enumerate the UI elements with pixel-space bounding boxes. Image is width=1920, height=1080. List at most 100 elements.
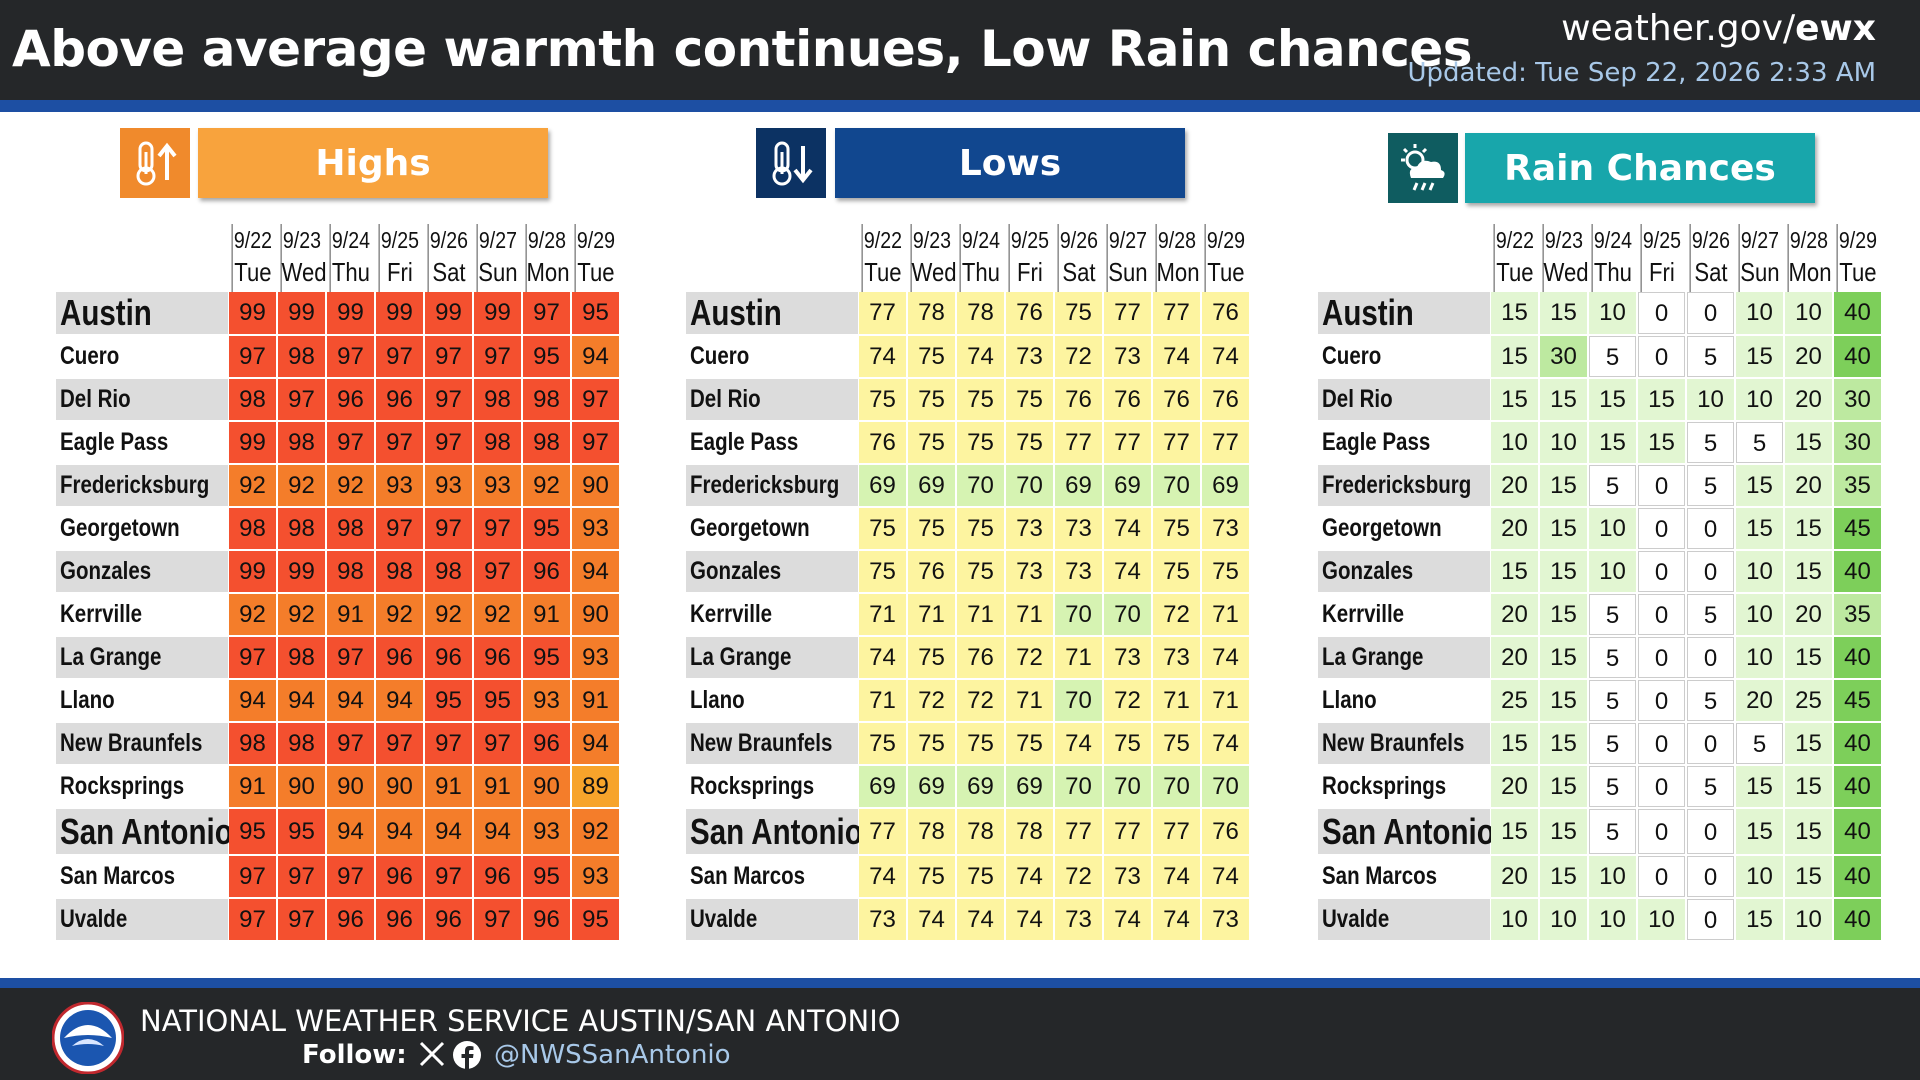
rain-value-cell: 30 (1540, 336, 1587, 377)
lows-value-cell: 74 (1104, 551, 1151, 592)
city-name-text: Georgetown (60, 514, 180, 542)
rain-value-cell: 15 (1540, 594, 1587, 635)
lows-value-cell: 74 (1153, 899, 1200, 940)
highs-value-cell: 98 (278, 336, 325, 377)
rain-value-cell: 0 (1638, 551, 1685, 592)
social-handle[interactable]: @NWSSanAntonio (494, 1040, 731, 1070)
facebook-icon[interactable] (452, 1040, 482, 1070)
lows-value-cell: 78 (908, 292, 955, 334)
highs-value-cell: 89 (572, 766, 619, 807)
highs-value-cell: 98 (425, 551, 472, 592)
site-url[interactable]: weather.gov/ewx (1561, 8, 1876, 49)
lows-value-cell: 70 (1055, 680, 1102, 721)
site-url-prefix: weather.gov/ (1561, 8, 1796, 49)
city-name-text: Del Rio (60, 385, 131, 413)
highs-value-cell: 94 (278, 680, 325, 721)
lows-value-cell: 75 (859, 379, 906, 420)
lows-value-cell: 75 (908, 723, 955, 764)
highs-value-cell: 99 (229, 551, 276, 592)
highs-value-cell: 98 (474, 379, 521, 420)
highs-value-cell: 94 (327, 809, 374, 854)
rain-value-cell: 20 (1491, 508, 1538, 549)
highs-value-cell: 97 (278, 379, 325, 420)
lows-value-cell: 77 (1104, 809, 1151, 854)
lows-value-cell: 73 (859, 899, 906, 940)
highs-value-cell: 95 (572, 292, 619, 334)
weekday-label: Mon (1156, 257, 1200, 287)
rain-value-cell: 0 (1638, 465, 1685, 506)
rain-value-cell: 5 (1687, 680, 1734, 721)
rain-value-cell: 0 (1687, 508, 1734, 549)
city-name-text: La Grange (690, 643, 792, 671)
highs-value-cell: 97 (474, 899, 521, 940)
weekday-label: Tue (1496, 257, 1534, 287)
highs-value-cell: 94 (425, 809, 472, 854)
highs-value-cell: 93 (572, 508, 619, 549)
rain-value-cell: 15 (1540, 551, 1587, 592)
thermometer-down-icon (756, 128, 826, 198)
date-label: 9/24 (331, 227, 370, 253)
x-social-icon[interactable] (418, 1040, 446, 1068)
lows-value-cell: 69 (1104, 465, 1151, 506)
rain-value-cell: 0 (1687, 551, 1734, 592)
lows-value-cell: 70 (1055, 766, 1102, 807)
rain-value-cell: 15 (1491, 292, 1538, 334)
date-label: 9/29 (1206, 227, 1245, 253)
date-label: 9/25 (380, 227, 419, 253)
rain-value-cell: 5 (1687, 465, 1734, 506)
rain-date-header: 9/27 Sun (1738, 224, 1781, 292)
highs-value-cell: 97 (278, 856, 325, 897)
highs-value-cell: 90 (572, 594, 619, 635)
lows-value-cell: 76 (1202, 809, 1249, 854)
rain-value-cell: 10 (1785, 899, 1832, 940)
highs-value-cell: 99 (425, 292, 472, 334)
lows-value-cell: 70 (1202, 766, 1249, 807)
city-name: San Marcos (1318, 856, 1490, 897)
highs-value-cell: 98 (229, 508, 276, 549)
highs-value-cell: 97 (572, 379, 619, 420)
rain-value-cell: 0 (1638, 680, 1685, 721)
date-label: 9/22 (863, 227, 902, 253)
lows-value-cell: 77 (859, 292, 906, 334)
footer-follow-label: Follow: (302, 1040, 407, 1070)
lows-value-cell: 75 (908, 637, 955, 678)
city-name-text: Georgetown (1322, 514, 1442, 542)
lows-value-cell: 69 (1055, 465, 1102, 506)
highs-value-cell: 96 (523, 723, 570, 764)
rain-value-cell: 0 (1687, 856, 1734, 897)
weekday-label: Tue (1839, 257, 1877, 287)
city-name-text: Kerrville (690, 600, 773, 628)
lows-value-cell: 72 (1153, 594, 1200, 635)
city-name-text: New Braunfels (60, 729, 203, 757)
lows-value-cell: 69 (1202, 465, 1249, 506)
city-name: Georgetown (1318, 508, 1490, 549)
lows-value-cell: 73 (1104, 336, 1151, 377)
highs-value-cell: 98 (327, 508, 374, 549)
lows-value-cell: 74 (957, 899, 1004, 940)
lows-value-cell: 77 (1055, 422, 1102, 463)
rain-value-cell: 0 (1638, 723, 1685, 764)
rain-value-cell: 20 (1736, 680, 1783, 721)
highs-value-cell: 96 (376, 637, 423, 678)
highs-value-cell: 97 (474, 336, 521, 377)
highs-value-cell: 90 (376, 766, 423, 807)
city-name-text: Georgetown (690, 514, 810, 542)
rain-value-cell: 5 (1589, 809, 1636, 854)
highs-value-cell: 96 (327, 379, 374, 420)
rain-value-cell: 10 (1687, 379, 1734, 420)
rain-value-cell: 5 (1589, 594, 1636, 635)
lows-value-cell: 74 (908, 899, 955, 940)
highs-value-cell: 95 (425, 680, 472, 721)
city-name-text: New Braunfels (690, 729, 833, 757)
highs-value-cell: 98 (278, 422, 325, 463)
lows-value-cell: 76 (859, 422, 906, 463)
highs-value-cell: 96 (376, 899, 423, 940)
rain-value-cell: 10 (1491, 422, 1538, 463)
rain-date-header: 9/22 Tue (1493, 224, 1536, 292)
date-label: 9/25 (1010, 227, 1049, 253)
lows-value-cell: 75 (957, 551, 1004, 592)
header-bar (0, 0, 1920, 100)
date-label: 9/25 (1642, 227, 1681, 253)
rain-value-cell: 15 (1540, 856, 1587, 897)
highs-value-cell: 97 (425, 422, 472, 463)
